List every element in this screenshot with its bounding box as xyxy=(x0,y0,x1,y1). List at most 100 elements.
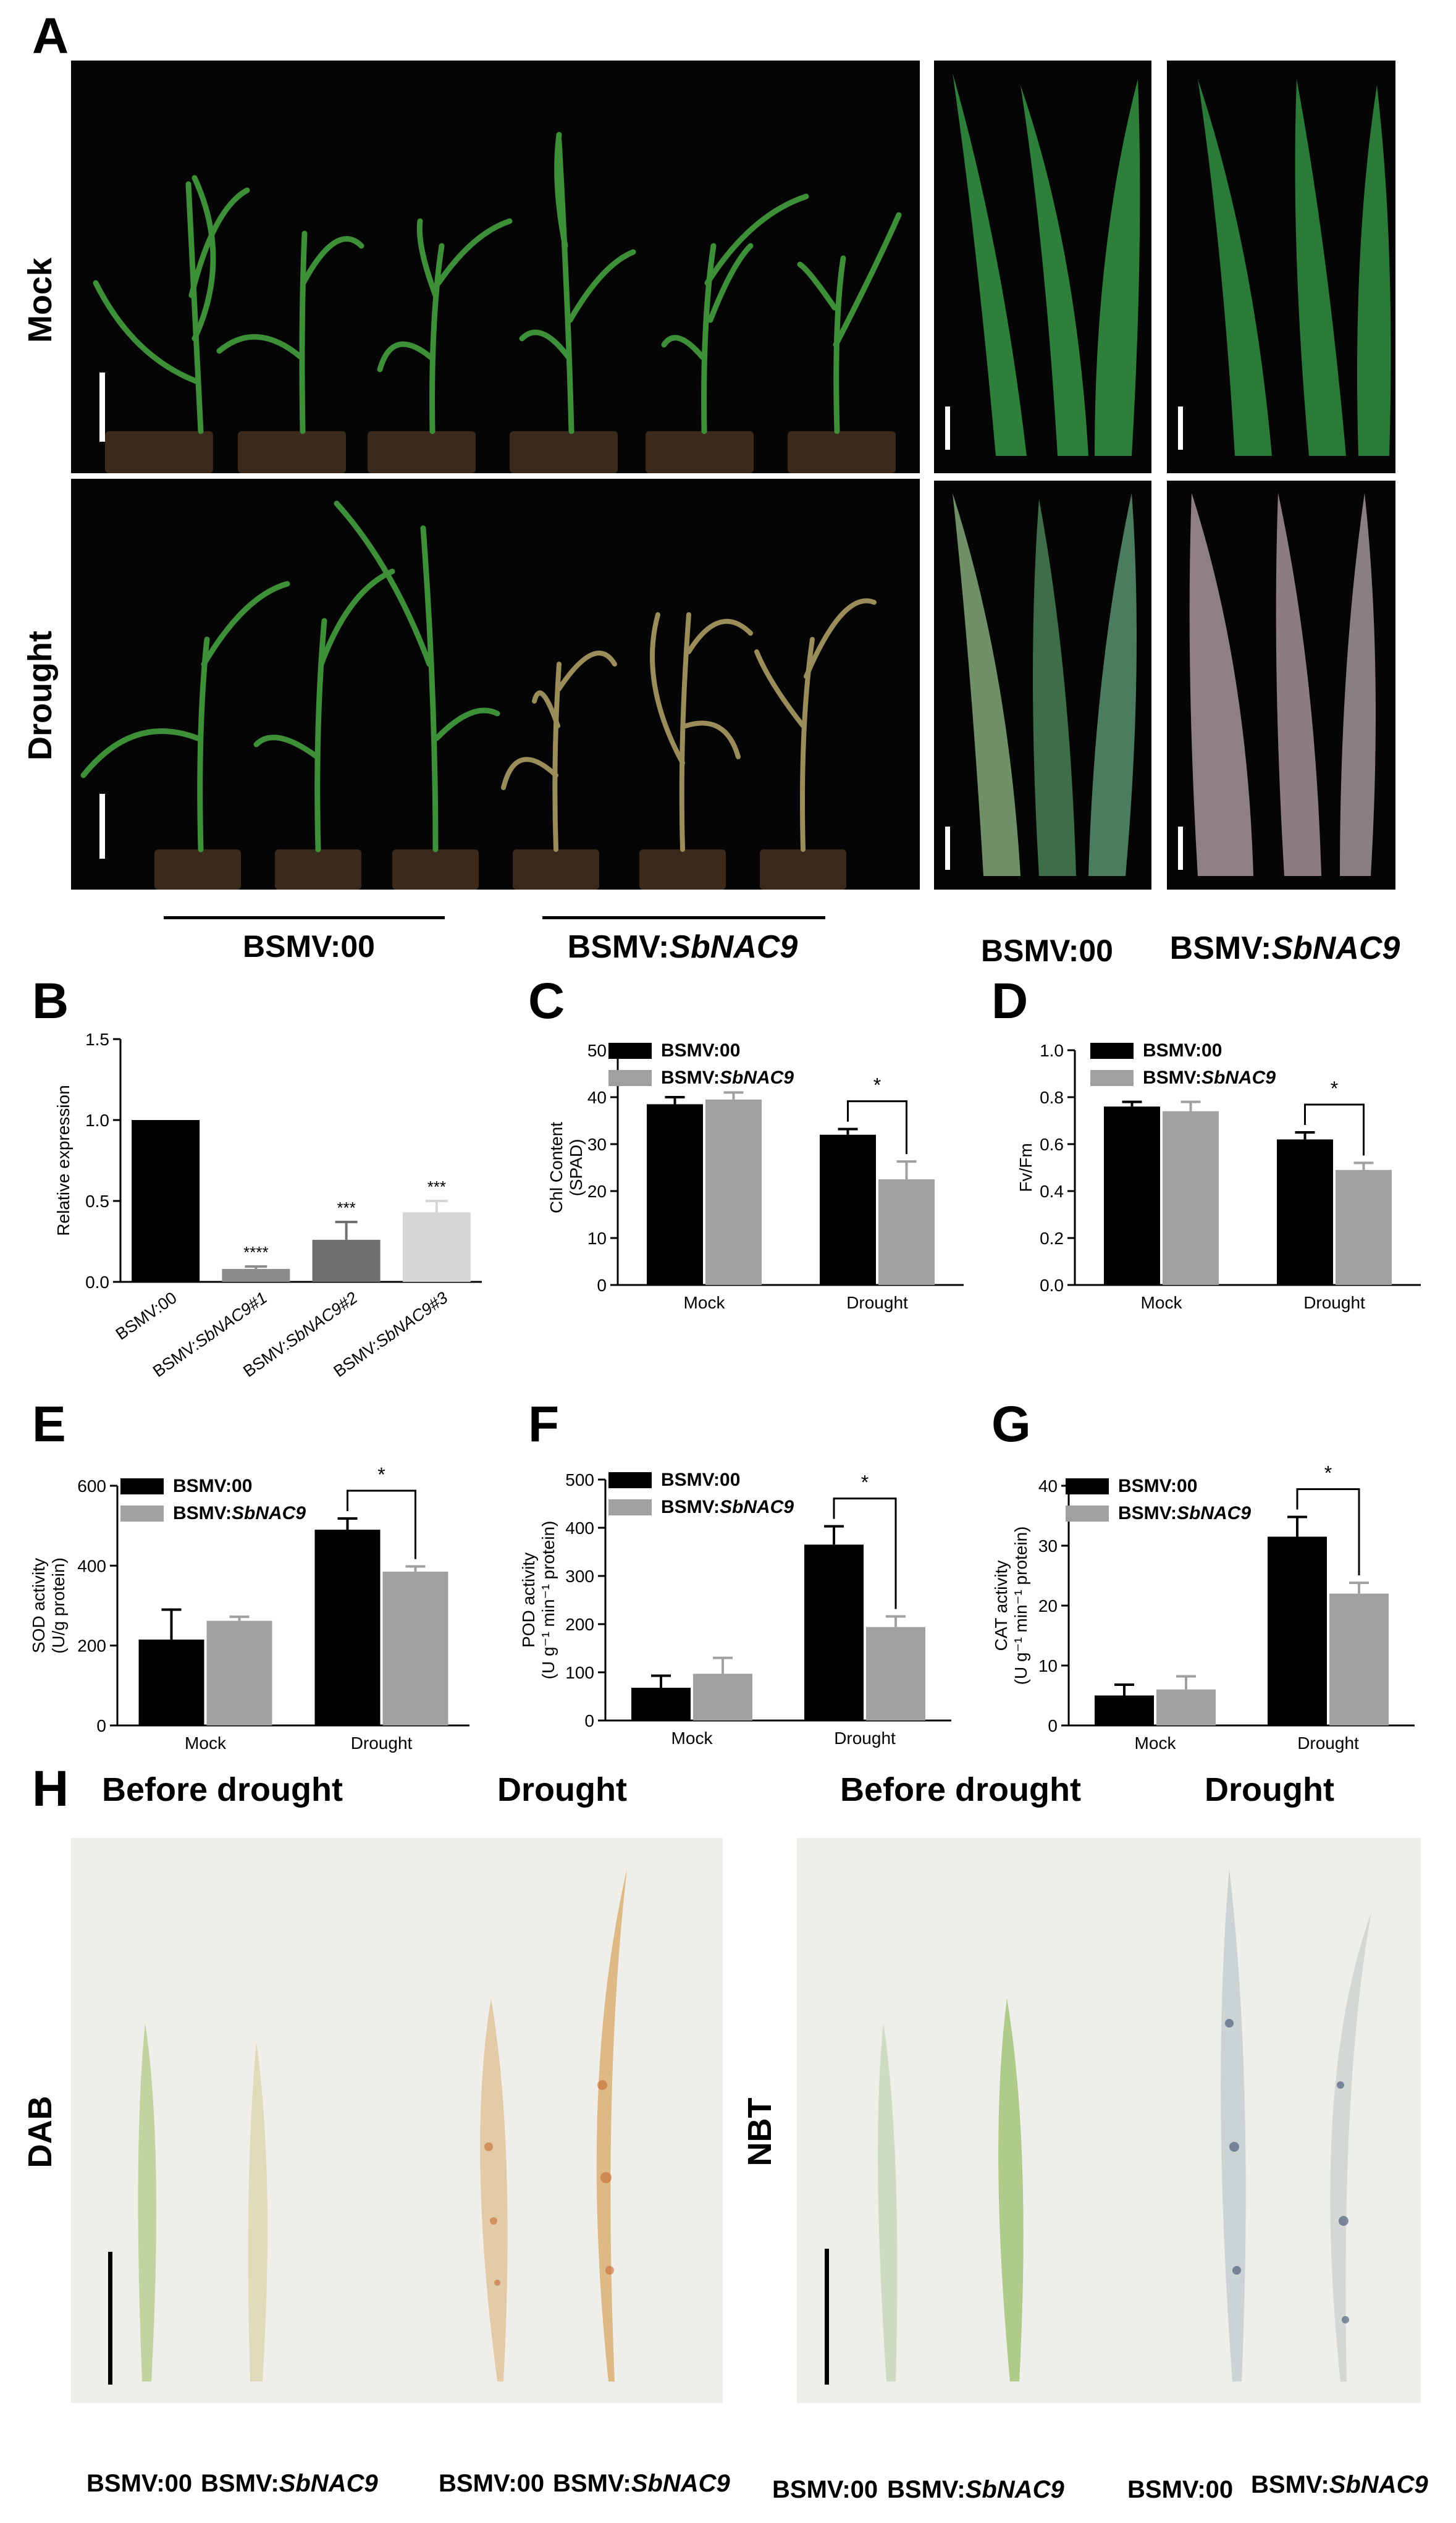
panel-label-d: D xyxy=(991,973,1029,1029)
x-tick-label: Drought xyxy=(1303,1293,1365,1312)
bar-0 xyxy=(132,1120,200,1282)
y-tick-label: 10 xyxy=(587,1229,607,1248)
significance-bracket xyxy=(1304,1103,1365,1156)
y-tick-label: 30 xyxy=(1038,1536,1058,1556)
chart-c-svg: 0 10 20 30 40 50 Chl Content (SPAD) Mock Drought *… xyxy=(547,1040,964,1312)
legend-swatch xyxy=(120,1478,164,1494)
bar-mock-1 xyxy=(705,1099,762,1285)
bar-drought-1 xyxy=(1336,1169,1392,1285)
y-tick-label: 30 xyxy=(587,1135,607,1154)
y-tick-label: 0.2 xyxy=(1040,1229,1064,1248)
leaf-label-nbt-before-sbnac9: BSMV:SbNAC9 xyxy=(887,2476,1064,2503)
significance-mark: *** xyxy=(337,1198,355,1217)
legend-swatch xyxy=(1090,1070,1134,1086)
group-underline-bsmv00 xyxy=(164,916,445,919)
y-tick-label: 0.0 xyxy=(1040,1276,1064,1295)
chart-e-sod-activity: 0 200 400 600 SOD activity (U/g protein) Mock D… xyxy=(25,1449,519,1758)
significance-mark: * xyxy=(861,1472,869,1494)
chart-c-chl-content: 0 10 20 30 40 50 Chl Content (SPAD) Mock Drought *… xyxy=(531,1026,988,1334)
y-tick-label: 0.6 xyxy=(1040,1135,1064,1154)
group-label-bsmv00-leaves: BSMV:00 xyxy=(981,933,1113,968)
header-drought-nbt: Drought xyxy=(1205,1771,1334,1808)
row-label-drought: Drought xyxy=(22,631,59,760)
y-tick-label: 600 xyxy=(77,1476,106,1496)
leaf-label-dab-before-sbnac9: BSMV:SbNAC9 xyxy=(201,2470,378,2497)
legend-swatch xyxy=(1066,1478,1109,1494)
x-tick-label: Mock xyxy=(671,1729,713,1748)
nbt-stain-photo xyxy=(797,1838,1421,2403)
y-tick-label: 200 xyxy=(565,1615,594,1634)
bar-mock-0 xyxy=(647,1104,703,1285)
y-axis-label: Chl Content xyxy=(547,1122,566,1213)
bar-drought-0 xyxy=(1268,1536,1327,1725)
x-tick-label: Drought xyxy=(351,1733,413,1753)
chart-d-svg: 0.0 0.2 0.4 0.6 0.8 1.0 Fv/Fm Mock Drought * BSMV:… xyxy=(1016,1040,1421,1312)
legend-label: BSMV:SbNAC9 xyxy=(173,1503,306,1523)
header-before-drought-nbt: Before drought xyxy=(840,1771,1081,1808)
bar-1 xyxy=(222,1269,290,1282)
bar-drought-1 xyxy=(1329,1593,1389,1725)
mock-leaves-bsmv00-photo xyxy=(934,61,1151,473)
y-tick-label: 40 xyxy=(587,1088,607,1107)
y-tick-label: 300 xyxy=(565,1567,594,1586)
chart-f-svg: 0 100 200 300 400 500 POD activity (U g⁻¹ min⁻¹… xyxy=(519,1470,951,1748)
bar-mock-0 xyxy=(631,1687,691,1721)
x-tick-label: Drought xyxy=(834,1729,896,1748)
y-axis-label: SOD activity xyxy=(29,1558,48,1653)
bar-drought-0 xyxy=(804,1544,864,1721)
y-tick-label: 0 xyxy=(1048,1716,1058,1735)
y-tick-label: 20 xyxy=(1038,1596,1058,1615)
mock-plants-photo xyxy=(71,61,920,473)
y-tick-label: 400 xyxy=(565,1518,594,1538)
group-label-bsmv00-plants: BSMV:00 xyxy=(243,929,375,964)
y-tick-label: 10 xyxy=(1038,1656,1058,1675)
legend-label: BSMV:00 xyxy=(1118,1476,1197,1496)
y-axis-label: CAT activity xyxy=(991,1561,1011,1651)
x-tick-label: Mock xyxy=(684,1293,726,1312)
y-axis-label: Relative expression xyxy=(54,1085,73,1236)
bar-mock-1 xyxy=(1156,1689,1216,1725)
legend-label: BSMV:SbNAC9 xyxy=(661,1068,794,1088)
panel-label-f: F xyxy=(528,1396,560,1452)
significance-mark: * xyxy=(1324,1462,1332,1484)
leaf-label-nbt-drought-sbnac9: BSMV:SbNAC9 xyxy=(1251,2471,1428,2498)
y-axis-label: Fv/Fm xyxy=(1016,1143,1035,1192)
chart-f-pod-activity: 0 100 200 300 400 500 POD activity (U g⁻¹ min⁻¹… xyxy=(519,1449,988,1758)
legend-label: BSMV:SbNAC9 xyxy=(1118,1503,1251,1523)
x-tick-label: Mock xyxy=(1141,1293,1183,1312)
legend-label: BSMV:00 xyxy=(661,1470,740,1490)
legend-swatch xyxy=(608,1472,652,1488)
leaf-label-dab-before-bsmv00: BSMV:00 xyxy=(86,2470,193,2497)
y-tick-label: 1.0 xyxy=(1040,1041,1064,1060)
significance-bracket xyxy=(1296,1488,1360,1576)
leaf-label-nbt-drought-bsmv00: BSMV:00 xyxy=(1127,2476,1234,2503)
bar-drought-0 xyxy=(820,1134,876,1285)
y-tick-label: 0 xyxy=(96,1716,106,1735)
significance-mark: * xyxy=(873,1074,881,1097)
bar-drought-0 xyxy=(314,1530,381,1725)
bar-drought-1 xyxy=(866,1627,925,1721)
leaf-label-nbt-before-bsmv00: BSMV:00 xyxy=(772,2476,878,2503)
stain-label-nbt: NBT xyxy=(741,2097,778,2167)
legend-swatch xyxy=(120,1506,164,1522)
y-axis-label: (U/g protein) xyxy=(49,1557,68,1654)
bar-3 xyxy=(402,1212,471,1282)
y-tick-label: 500 xyxy=(565,1470,594,1489)
y-tick-label: 1.5 xyxy=(85,1030,109,1049)
bar-mock-1 xyxy=(1163,1111,1219,1285)
significance-bracket xyxy=(347,1489,416,1559)
x-tick-label: Mock xyxy=(185,1733,227,1753)
panel-label-b: B xyxy=(32,973,69,1029)
legend-label: BSMV:00 xyxy=(173,1476,252,1496)
group-label-sbnac9-plants: BSMV:SbNAC9 xyxy=(567,929,798,965)
legend-label: BSMV:00 xyxy=(661,1040,740,1061)
significance-mark: * xyxy=(1331,1077,1338,1100)
x-tick-label: Drought xyxy=(1297,1733,1359,1753)
chart-b-relative-expression: 0.0 0.5 1.0 1.5 Relative expression BSMV:00 **… xyxy=(37,1026,519,1421)
dab-stain-photo xyxy=(71,1838,723,2403)
significance-bracket xyxy=(847,1100,907,1155)
header-before-drought-dab: Before drought xyxy=(102,1771,343,1808)
significance-mark: *** xyxy=(427,1177,446,1196)
legend-swatch xyxy=(1066,1506,1109,1522)
bar-mock-1 xyxy=(693,1674,752,1721)
